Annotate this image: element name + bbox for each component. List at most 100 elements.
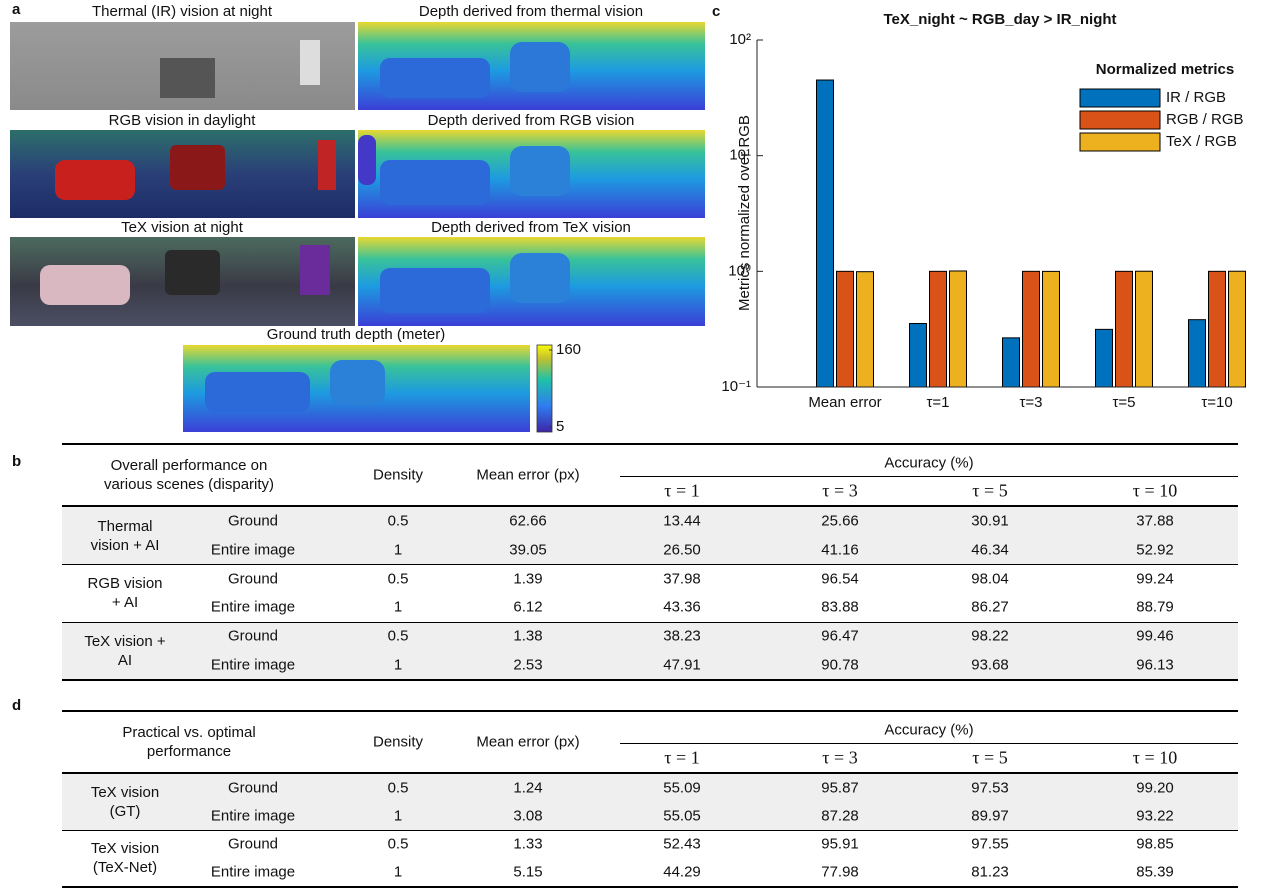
bar [836, 270, 854, 388]
table-cell: Entire image [210, 598, 296, 616]
table-cell: 52.92 [1136, 541, 1174, 559]
header-cell: Density [372, 466, 424, 484]
y-tick-label: 10⁻¹ [721, 378, 751, 395]
table-cell: 90.78 [821, 656, 859, 674]
header-cell: Practical vs. optimal performance [122, 724, 256, 760]
table-cell: 99.24 [1136, 570, 1174, 588]
table-cell: Ground [227, 570, 279, 588]
panel-label: b [12, 453, 21, 470]
header-cell: Accuracy (%) [884, 721, 974, 739]
table-cell: 96.13 [1136, 656, 1174, 674]
legend-title: Normalized metrics [1096, 61, 1234, 78]
group-label: RGB vision + AI [87, 575, 163, 612]
table-rule [620, 743, 1238, 744]
table-cell: 77.98 [821, 863, 859, 881]
table-cell: 99.20 [1136, 779, 1174, 797]
group-shade [62, 621, 1238, 680]
table-cell: 46.34 [971, 541, 1009, 559]
table-cell: 95.87 [821, 779, 859, 797]
table-cell: 39.05 [509, 541, 547, 559]
table-cell: 98.22 [971, 627, 1009, 645]
panel-label: c [712, 3, 720, 20]
legend-label: RGB / RGB [1166, 111, 1244, 128]
table-rule [62, 505, 1238, 507]
table-cell: 97.55 [971, 835, 1009, 853]
group-rule [62, 564, 1238, 566]
table-rule [62, 772, 1238, 774]
table-cell: 0.5 [387, 512, 409, 530]
colorbar-tick-label: 160 [556, 341, 581, 358]
table-cell: 97.53 [971, 779, 1009, 797]
header-cell: τ = 5 [972, 747, 1008, 768]
y-tick-label: 10¹ [729, 147, 751, 164]
x-tick-label: τ=1 [926, 394, 949, 411]
bar [1208, 270, 1226, 388]
x-tick-label: τ=3 [1019, 394, 1042, 411]
image-title: RGB vision in daylight [109, 112, 257, 129]
table-cell: 1.33 [513, 835, 543, 853]
image-depth-thermal [358, 22, 705, 110]
image-title: Depth derived from RGB vision [428, 112, 635, 129]
panel-label: a [12, 1, 21, 18]
chart-title: TeX_night ~ RGB_day > IR_night [883, 11, 1116, 28]
table-cell: 89.97 [971, 807, 1009, 825]
group-label: TeX vision + AI [84, 632, 166, 669]
header-cell: Mean error (px) [476, 733, 580, 751]
header-cell: τ = 10 [1132, 480, 1178, 501]
table-cell: Ground [227, 512, 279, 530]
table-cell: 88.79 [1136, 598, 1174, 616]
y-tick-label: 10² [729, 31, 751, 48]
bar [1135, 270, 1153, 388]
table-cell: Ground [227, 627, 279, 645]
bar [1115, 270, 1133, 388]
header-cell: Density [372, 733, 424, 751]
table-cell: 3.08 [513, 807, 543, 825]
header-cell: τ = 10 [1132, 747, 1178, 768]
image-depth-tex [358, 237, 705, 326]
table-cell: 0.5 [387, 779, 409, 797]
image-title: Ground truth depth (meter) [267, 326, 445, 343]
legend-label: TeX / RGB [1166, 133, 1237, 150]
table-cell: 52.43 [663, 835, 701, 853]
image-tex [10, 237, 355, 326]
legend-label: IR / RGB [1166, 89, 1226, 106]
table-cell: 83.88 [821, 598, 859, 616]
image-thermal [10, 22, 355, 110]
bar [949, 270, 967, 388]
table-cell: 47.91 [663, 656, 701, 674]
table-cell: 1 [393, 807, 403, 825]
bar [1002, 337, 1020, 388]
table-rule [62, 679, 1238, 682]
bar [909, 322, 927, 388]
table-cell: 96.47 [821, 627, 859, 645]
image-rgb [10, 130, 355, 218]
table-cell: 1.38 [513, 627, 543, 645]
table-cell: Entire image [210, 656, 296, 674]
table-cell: 81.23 [971, 863, 1009, 881]
group-label: Thermal vision + AI [90, 517, 160, 554]
table-cell: 93.22 [1136, 807, 1174, 825]
table-cell: 5.15 [513, 863, 543, 881]
bar [1042, 270, 1060, 388]
group-shade [62, 774, 1238, 830]
legend-swatch [1079, 88, 1161, 108]
header-cell: τ = 1 [664, 480, 700, 501]
y-axis-label: Metrics normalized over RGB [736, 115, 753, 311]
table-cell: Entire image [210, 541, 296, 559]
table-cell: 26.50 [663, 541, 701, 559]
table-cell: Ground [227, 835, 279, 853]
table-cell: 30.91 [971, 512, 1009, 530]
image-title: Thermal (IR) vision at night [92, 3, 273, 20]
table-cell: 0.5 [387, 570, 409, 588]
table-cell: 6.12 [513, 598, 543, 616]
table-cell: 0.5 [387, 627, 409, 645]
panel-label: d [12, 697, 21, 714]
header-cell: τ = 1 [664, 747, 700, 768]
table-cell: 55.05 [663, 807, 701, 825]
table-cell: 41.16 [821, 541, 859, 559]
table-cell: 98.85 [1136, 835, 1174, 853]
table-cell: 1.24 [513, 779, 543, 797]
table-cell: 55.09 [663, 779, 701, 797]
